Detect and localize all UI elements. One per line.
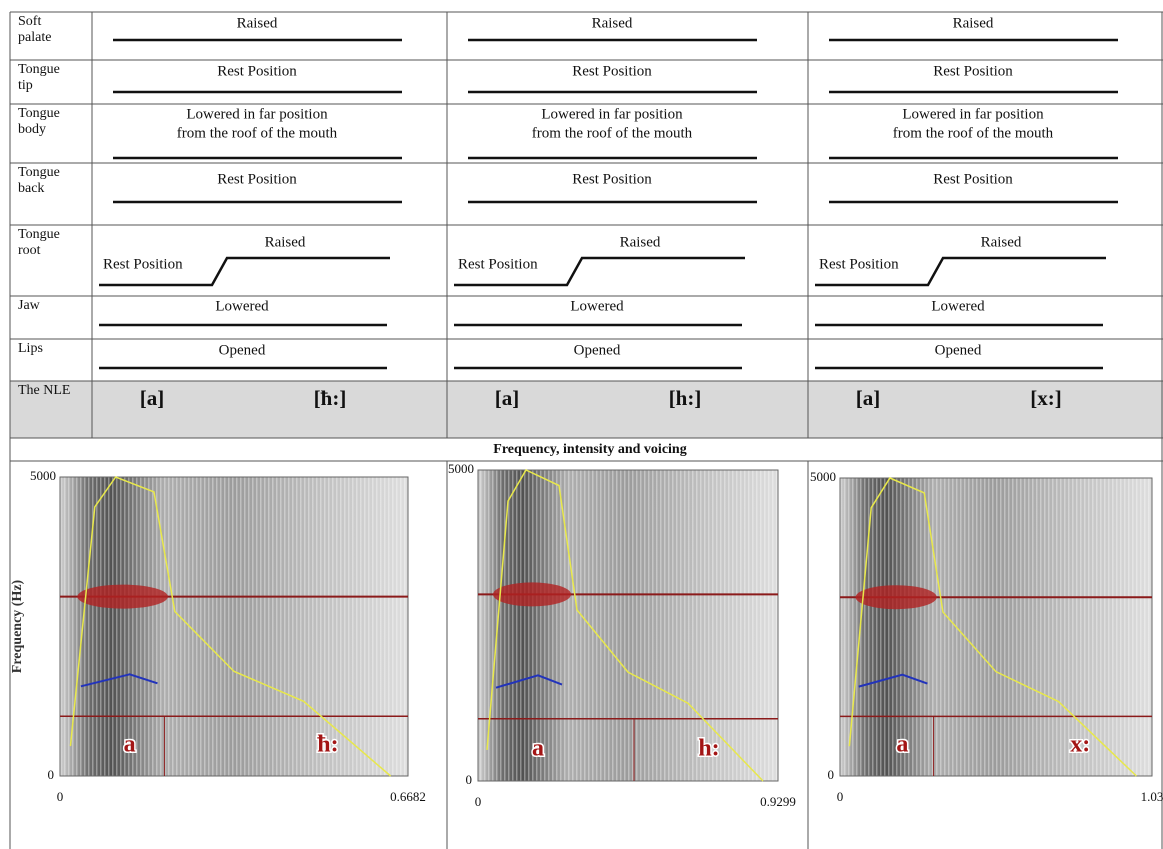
row-label: Jaw (18, 298, 76, 314)
y-top-label: 5000 (30, 468, 56, 483)
cell-text: Raised (620, 234, 661, 250)
segment-label: ħ: (317, 732, 338, 758)
spectrogram-texture (840, 478, 1152, 776)
segment-label: h: (698, 735, 719, 761)
waveform (493, 582, 571, 606)
spectrogram-texture (478, 470, 778, 781)
cell-text: Opened (219, 342, 266, 358)
y-top-label: 5000 (448, 461, 474, 476)
nle-symbol: [h:] (669, 386, 702, 410)
x-left-label: 0 (57, 789, 64, 804)
cell-text: Lowered (931, 298, 985, 314)
cell-text: Rest Position (217, 63, 297, 79)
y-bottom-label: 0 (828, 767, 835, 782)
cell-text: Rest Position (819, 256, 899, 272)
cell-text: Lowered in far position (541, 106, 683, 122)
cell-text: Lowered in far position (902, 106, 1044, 122)
spectrogram-texture (60, 477, 408, 776)
cell-text: Raised (981, 234, 1022, 250)
nle-symbol: [a] (495, 386, 520, 410)
row-label: The NLE (18, 383, 76, 399)
cell-text: Lowered (570, 298, 624, 314)
cell-text: Raised (592, 15, 633, 31)
row-label: Soft palate (18, 14, 76, 46)
nle-symbol: [ħ:] (314, 386, 347, 410)
cell-text: Raised (237, 15, 278, 31)
nle-background (10, 381, 1163, 438)
nle-symbol: [x:] (1030, 386, 1061, 410)
nle-symbol: [a] (140, 386, 165, 410)
segment-label: a (124, 732, 136, 758)
row-label: Tongue tip (18, 62, 76, 94)
y-top-label: 5000 (810, 469, 836, 484)
cell-text: Rest Position (217, 171, 297, 187)
x-right-label: 0.6682 (390, 789, 426, 804)
y-bottom-label: 0 (466, 772, 473, 787)
x-left-label: 0 (475, 794, 482, 809)
cell-text: Opened (574, 342, 621, 358)
x-right-label: 1.03 (1141, 789, 1163, 804)
cell-text: Raised (953, 15, 994, 31)
waveform (856, 585, 937, 609)
segment-label: a (532, 735, 544, 761)
segment-label: x: (1070, 732, 1090, 758)
x-right-label: 0.9299 (760, 794, 796, 809)
figure: Raised Raised Raised Rest Position Rest Posi… (0, 0, 1163, 849)
waveform (77, 585, 167, 609)
y-bottom-label: 0 (48, 767, 55, 782)
cell-text: Rest Position (572, 171, 652, 187)
cell-text: Rest Position (572, 63, 652, 79)
row-label: Tongue back (18, 165, 76, 197)
row-label: Tongue body (18, 106, 76, 138)
y-axis-label: Frequency (Hz) (10, 579, 25, 673)
cell-text: from the roof of the mouth (177, 125, 338, 141)
segment-label: a (896, 732, 908, 758)
x-left-label: 0 (837, 789, 844, 804)
cell-text: Lowered in far position (186, 106, 328, 122)
nle-symbol: [a] (856, 386, 881, 410)
cell-text: Rest Position (933, 63, 1013, 79)
section-title: Frequency, intensity and voicing (493, 442, 686, 457)
cell-text: Lowered (215, 298, 269, 314)
cell-text: Raised (265, 234, 306, 250)
cell-text: Rest Position (933, 171, 1013, 187)
cell-text: from the roof of the mouth (532, 125, 693, 141)
cell-text: from the roof of the mouth (893, 125, 1054, 141)
cell-text: Rest Position (103, 256, 183, 272)
page: Raised Raised Raised Rest Position Rest Posi… (0, 0, 1163, 849)
row-label: Lips (18, 341, 76, 357)
cell-text: Opened (935, 342, 982, 358)
row-label: Tongue root (18, 227, 76, 259)
cell-text: Rest Position (458, 256, 538, 272)
